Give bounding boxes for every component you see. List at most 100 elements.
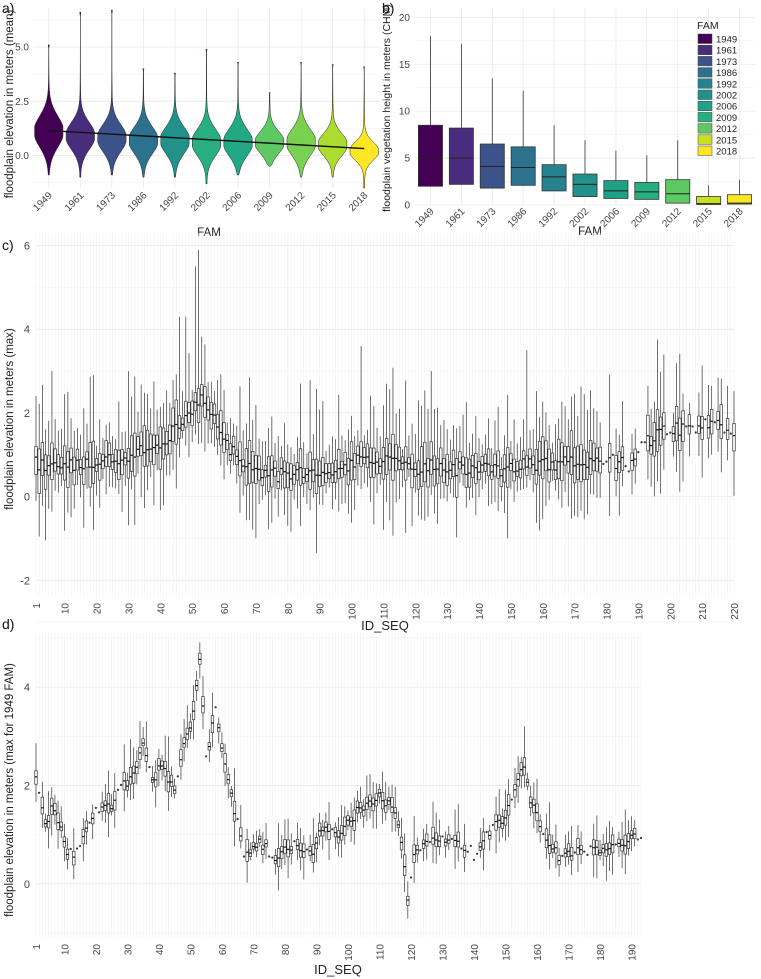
legend-label: 2009 [716,113,737,124]
box [595,447,599,472]
outlier-point [713,421,716,424]
x-tick-label: 2015 [315,190,339,214]
panel-b-letter: b) [382,0,394,16]
box [84,820,89,833]
x-tick-label: 1949 [413,206,437,230]
box [257,455,261,481]
violin-2002 [192,48,221,184]
legend-swatch-1986 [697,67,713,78]
outlier-point [409,876,413,879]
box [117,449,121,480]
box [235,449,239,466]
legend-swatch-2018 [697,145,713,156]
x-tick-label: 1986 [126,190,150,214]
legend-swatch-2002 [697,89,713,100]
box [431,826,435,845]
outlier-point [627,470,630,473]
box-2018 [727,194,752,205]
x-tick-label: 80 [284,603,295,615]
box [88,442,92,488]
box [633,448,637,467]
y-tick-label: 2.5 [15,97,29,108]
box [548,834,552,854]
box [420,446,424,487]
box [139,431,143,456]
outlier-point [542,832,545,836]
box [563,445,567,466]
box [318,460,322,488]
box [283,839,287,854]
box [381,447,386,480]
box [432,455,437,487]
box [171,407,175,442]
box-1986 [510,146,536,186]
box [228,443,233,462]
box [295,462,299,481]
x-tick-label: 20 [93,603,104,615]
outlier-point [97,811,101,814]
box [282,460,287,489]
violin-1973 [97,9,127,176]
y-tick-label: 20 [399,13,411,24]
box [40,442,44,476]
box [394,444,398,472]
box [113,791,117,811]
box [359,441,363,467]
x-tick-label: 1 [32,603,43,609]
box [201,696,205,714]
x-tick-label: 130 [438,944,449,961]
outlier-point [639,836,643,840]
box [128,766,133,785]
box [251,842,256,850]
box [406,895,410,906]
outlier-point [69,847,72,851]
box [497,814,501,828]
box [541,436,545,480]
box [623,834,627,855]
x-tick-label: 60 [220,603,231,615]
outlier-point [271,856,274,859]
panel-b-legend: FAM 194919611973198619922002200620092012… [697,20,737,158]
box [570,846,574,861]
box [384,438,389,475]
box [53,448,57,472]
outlier-point [636,838,639,841]
box [445,454,449,486]
box [63,445,67,481]
outlier-point [605,460,608,463]
box [566,843,571,858]
box [343,452,347,476]
box [509,453,513,471]
legend-label: 2002 [716,91,737,102]
x-tick-label: 1986 [506,206,530,230]
box [279,457,284,475]
outlier-point [491,823,495,827]
outlier-point [586,853,589,856]
outlier-point [691,425,694,428]
outlier-point [242,855,246,858]
x-tick-label: 80 [281,944,292,956]
box [579,444,583,483]
legend-label: 1986 [716,68,737,79]
box [53,803,57,816]
x-tick-label: 1961 [444,206,468,230]
box [327,463,331,480]
outlier-point [293,840,296,843]
box [399,836,404,851]
box [292,465,296,485]
box [544,828,549,849]
box [346,458,350,486]
box [697,415,701,434]
x-tick-label: 10 [61,603,72,615]
box [706,415,711,439]
box-2015 [696,196,722,205]
box [507,794,511,816]
legend-swatch-1973 [697,56,713,67]
legend-label: 2006 [716,102,737,113]
box [239,827,243,842]
box [544,440,548,472]
box [133,432,137,477]
box [499,468,503,487]
